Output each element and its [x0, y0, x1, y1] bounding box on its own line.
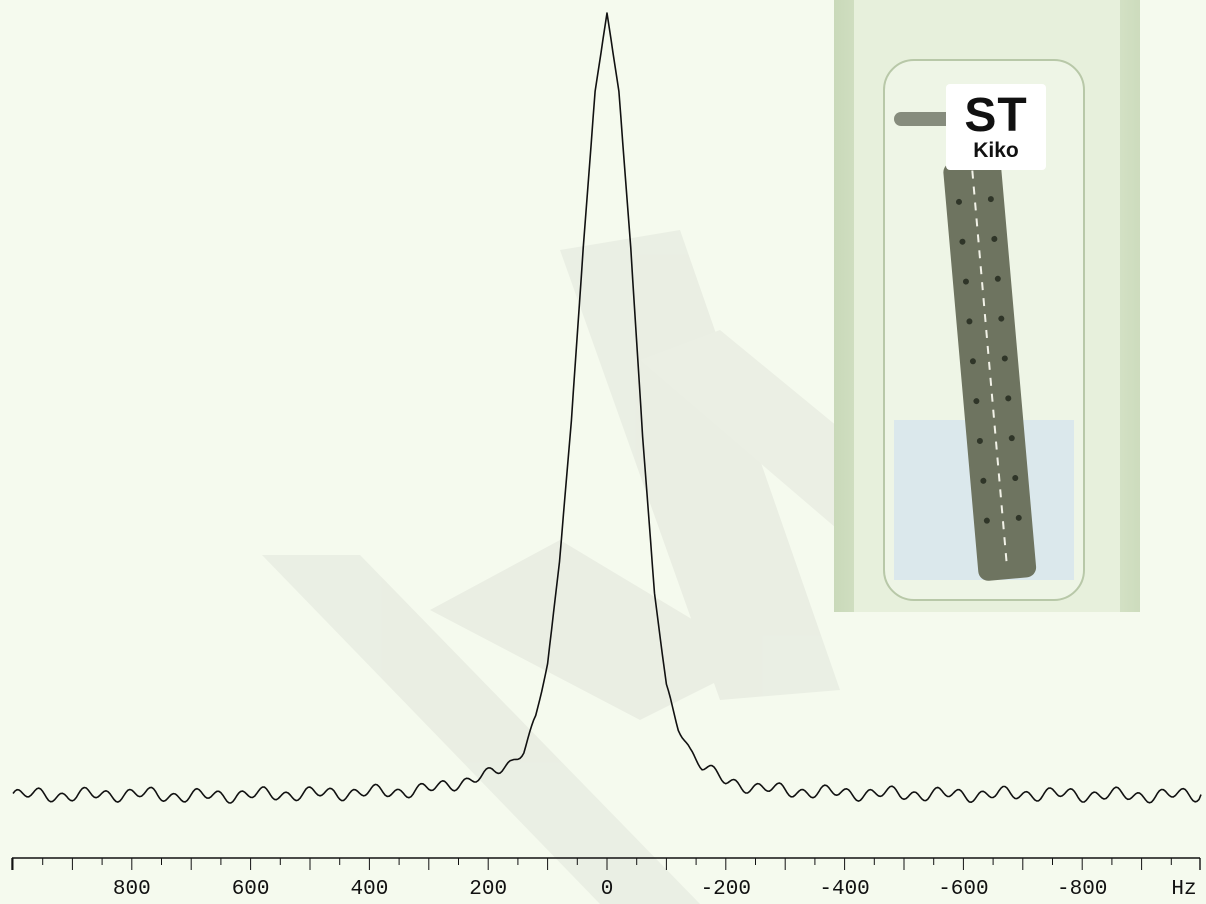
x-axis: [11, 857, 1201, 870]
x-axis-label: Hz: [1171, 878, 1196, 901]
bottle-label: ST Kiko: [946, 84, 1046, 170]
spectrum-line-0: [12, 12, 1202, 804]
x-tick-label: 400: [350, 878, 388, 901]
x-tick-labels: 800 600 400 200 0 -200 -400 -600 -800 Hz: [113, 878, 1197, 901]
x-tick-label: 0: [601, 878, 614, 901]
series-layer: [12, 12, 1202, 804]
x-tick-label: 800: [113, 878, 151, 901]
x-tick-label: -200: [701, 878, 751, 901]
x-tick-label: -600: [938, 878, 988, 901]
inset-photo: [834, 0, 1140, 612]
label-line1: ST: [964, 89, 1028, 142]
label-line2: Kiko: [973, 139, 1019, 162]
x-tick-label: -400: [819, 878, 869, 901]
x-tick-label: 600: [232, 878, 270, 901]
x-tick-label: 200: [469, 878, 507, 901]
x-tick-label: -800: [1057, 878, 1107, 901]
